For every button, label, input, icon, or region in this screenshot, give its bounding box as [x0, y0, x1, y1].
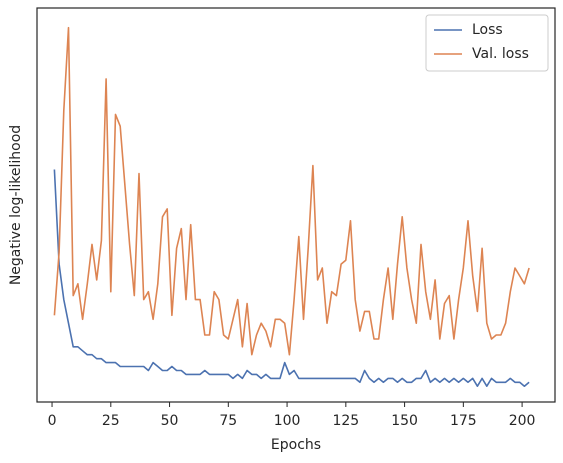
series-line: [53, 26, 530, 356]
legend-label: Val. loss: [472, 46, 529, 62]
legend-label: Loss: [472, 22, 503, 38]
x-tick-label: 100: [274, 413, 301, 429]
x-tick-label: 150: [391, 413, 418, 429]
x-tick-label: 50: [161, 413, 179, 429]
x-tick-label: 125: [332, 413, 359, 429]
x-tick-label: 0: [48, 413, 57, 429]
x-tick-label: 175: [450, 413, 477, 429]
legend-box: [425, 14, 549, 72]
x-tick-label: 75: [219, 413, 237, 429]
plot-frame: [36, 7, 556, 403]
y-axis-label: Negative log-likelihood: [8, 125, 24, 285]
series-line: [53, 169, 530, 387]
x-axis-label: Epochs: [271, 437, 321, 453]
x-tick-label: 25: [102, 413, 120, 429]
x-tick-label: 200: [509, 413, 536, 429]
